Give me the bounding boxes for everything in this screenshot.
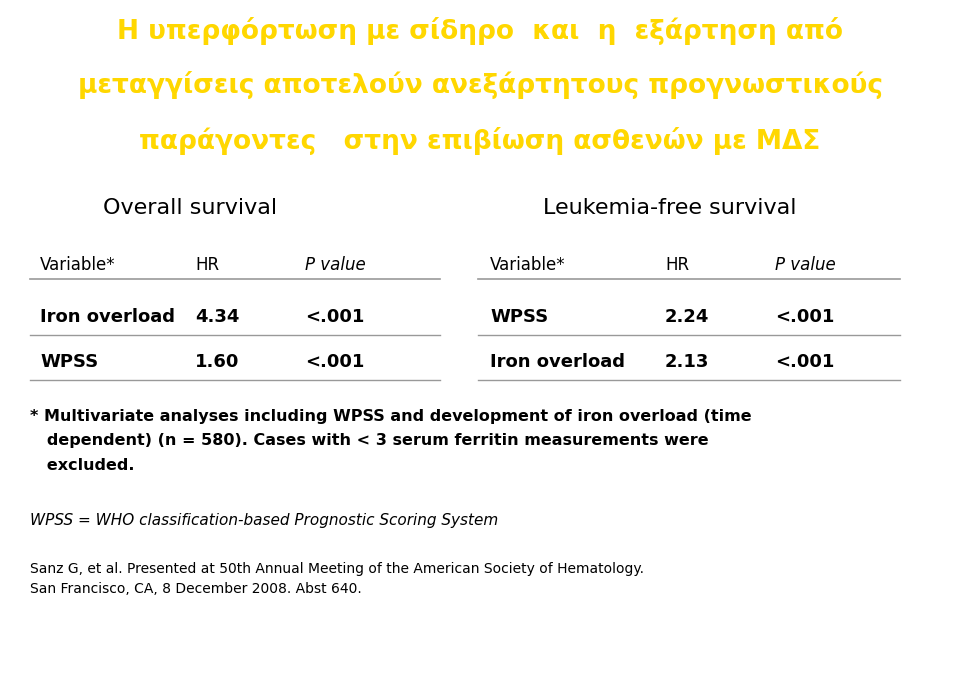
Text: * Multivariate analyses including WPSS and development of iron overload (time: * Multivariate analyses including WPSS a… xyxy=(30,410,752,424)
Text: Leukemia-free survival: Leukemia-free survival xyxy=(543,198,797,218)
Text: 2.13: 2.13 xyxy=(665,353,709,371)
Text: WPSS = WHO classification-based Prognostic Scoring System: WPSS = WHO classification-based Prognost… xyxy=(30,514,498,528)
Text: <.001: <.001 xyxy=(775,308,834,326)
Text: Iron overload: Iron overload xyxy=(40,308,175,326)
Text: Variable*: Variable* xyxy=(490,256,565,274)
Text: HR: HR xyxy=(195,256,219,274)
Text: Η υπερφόρτωση με σίδηρο  και  η  εξάρτηση από: Η υπερφόρτωση με σίδηρο και η εξάρτηση α… xyxy=(117,17,843,45)
Text: WPSS: WPSS xyxy=(490,308,548,326)
Text: San Francisco, CA, 8 December 2008. Abst 640.: San Francisco, CA, 8 December 2008. Abst… xyxy=(30,582,362,596)
Text: Iron overload: Iron overload xyxy=(490,353,625,371)
Text: Variable*: Variable* xyxy=(40,256,115,274)
Text: P value: P value xyxy=(305,256,366,274)
Text: WPSS: WPSS xyxy=(40,353,98,371)
Text: 2.24: 2.24 xyxy=(665,308,709,326)
Text: παράγοντες   στην επιβίωση ασθενών με ΜΔΣ: παράγοντες στην επιβίωση ασθενών με ΜΔΣ xyxy=(139,127,821,155)
Text: <.001: <.001 xyxy=(305,308,365,326)
Text: Sanz G, et al. Presented at 50th Annual Meeting of the American Society of Hemat: Sanz G, et al. Presented at 50th Annual … xyxy=(30,562,644,576)
Text: μεταγγίσεις αποτελούν ανεξάρτητους προγνωστικούς: μεταγγίσεις αποτελούν ανεξάρτητους προγν… xyxy=(78,71,882,99)
Text: dependent) (n = 580). Cases with < 3 serum ferritin measurements were: dependent) (n = 580). Cases with < 3 ser… xyxy=(30,433,708,449)
Text: 4.34: 4.34 xyxy=(195,308,239,326)
Text: 1.60: 1.60 xyxy=(195,353,239,371)
Text: <.001: <.001 xyxy=(305,353,365,371)
Text: HR: HR xyxy=(665,256,689,274)
Text: excluded.: excluded. xyxy=(30,458,134,473)
Text: <.001: <.001 xyxy=(775,353,834,371)
Text: P value: P value xyxy=(775,256,836,274)
Text: Overall survival: Overall survival xyxy=(103,198,277,218)
